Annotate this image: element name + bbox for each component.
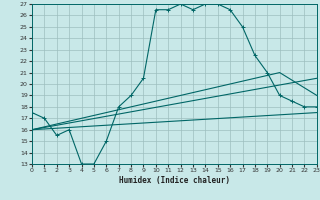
X-axis label: Humidex (Indice chaleur): Humidex (Indice chaleur) bbox=[119, 176, 230, 185]
